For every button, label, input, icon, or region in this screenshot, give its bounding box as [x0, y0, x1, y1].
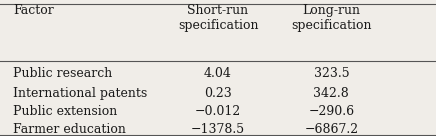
Text: International patents: International patents — [13, 87, 147, 100]
Text: −290.6: −290.6 — [308, 105, 354, 118]
Text: Public extension: Public extension — [13, 105, 117, 118]
Text: −6867.2: −6867.2 — [304, 123, 358, 136]
Text: Farmer education: Farmer education — [13, 123, 126, 136]
Text: Factor: Factor — [13, 4, 54, 17]
Text: 323.5: 323.5 — [313, 67, 349, 80]
Text: Public research: Public research — [13, 67, 112, 80]
Text: 4.04: 4.04 — [204, 67, 232, 80]
Text: Long-run
specification: Long-run specification — [291, 4, 371, 32]
Text: −1378.5: −1378.5 — [191, 123, 245, 136]
Text: Short-run
specification: Short-run specification — [178, 4, 258, 32]
Text: 342.8: 342.8 — [313, 87, 349, 100]
Text: −0.012: −0.012 — [195, 105, 241, 118]
Text: 0.23: 0.23 — [204, 87, 232, 100]
